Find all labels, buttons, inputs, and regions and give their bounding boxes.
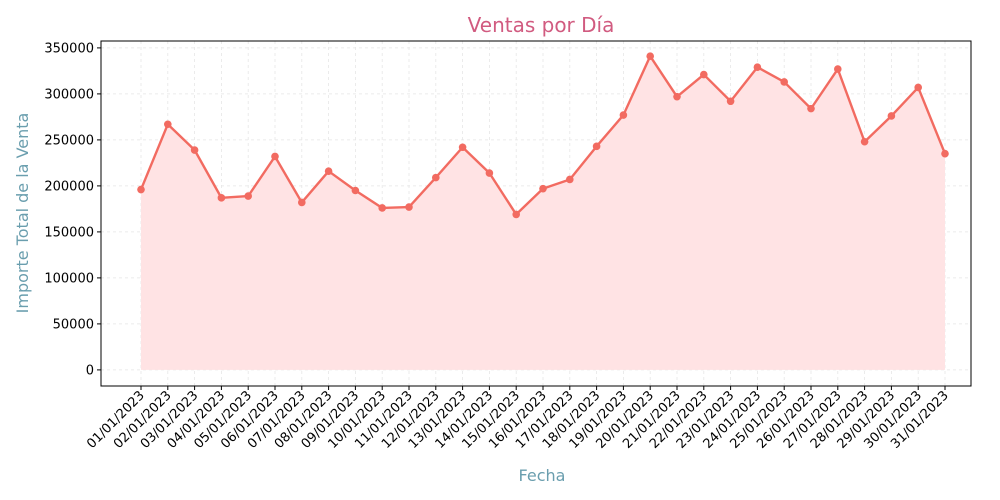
data-point	[566, 175, 574, 184]
data-point	[726, 97, 735, 106]
data-point	[700, 70, 708, 79]
y-axis-label: Importe Total de la Venta	[13, 113, 32, 314]
data-point	[164, 120, 172, 129]
data-point	[485, 169, 494, 177]
y-tick-label: 200000	[44, 179, 94, 194]
data-point	[378, 204, 387, 212]
data-point	[646, 52, 654, 60]
data-point	[137, 185, 145, 194]
data-point	[539, 184, 547, 193]
data-point	[780, 78, 788, 86]
x-axis-label: Fecha	[519, 466, 566, 485]
y-tick-label: 0	[86, 363, 94, 378]
data-point	[619, 111, 628, 119]
data-point	[458, 143, 467, 152]
data-point	[592, 142, 601, 151]
data-point	[887, 112, 896, 120]
y-tick-label: 300000	[44, 87, 94, 102]
data-point	[271, 152, 279, 161]
x-ticks: 01/01/202302/01/202303/01/202304/01/2023…	[84, 386, 952, 452]
data-point	[860, 137, 869, 146]
data-point	[914, 83, 922, 92]
data-point	[673, 92, 681, 101]
data-point	[298, 198, 306, 207]
y-tick-label: 250000	[44, 133, 94, 148]
y-tick-label: 350000	[44, 41, 94, 56]
data-point	[753, 63, 762, 72]
data-point	[834, 65, 842, 73]
area-under-line	[141, 56, 945, 370]
data-point	[405, 203, 413, 211]
data-point	[324, 167, 333, 175]
data-point	[941, 149, 949, 158]
data-point	[244, 192, 252, 200]
area-fill	[141, 56, 945, 370]
y-tick-label: 50000	[53, 317, 94, 332]
plot-frame	[100, 40, 972, 387]
data-point	[512, 210, 520, 219]
axes	[100, 40, 972, 387]
data-points	[137, 52, 949, 219]
data-point	[807, 104, 815, 113]
data-point	[351, 186, 360, 195]
data-point	[190, 146, 199, 154]
data-point	[432, 173, 440, 182]
chart-title: Ventas por Día	[468, 13, 615, 37]
y-ticks: 0 50000 100000 150000 200000 250000 300000 3500…	[44, 41, 101, 378]
y-tick-label: 150000	[44, 225, 94, 240]
data-point	[217, 194, 226, 202]
y-tick-label: 100000	[44, 271, 94, 286]
